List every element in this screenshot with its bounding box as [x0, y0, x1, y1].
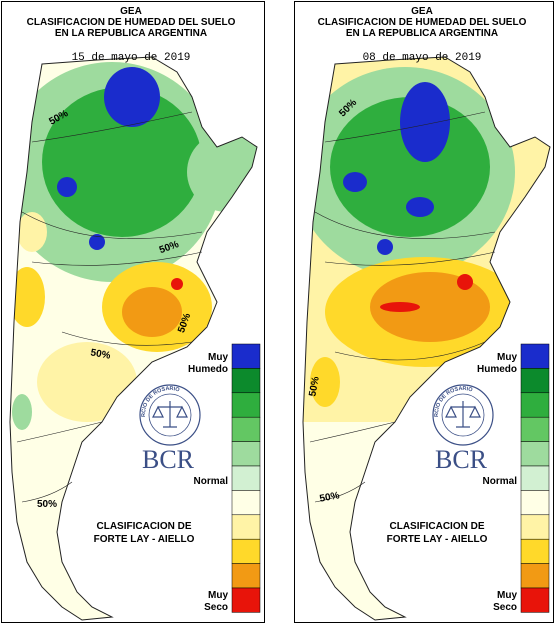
legend-swatch	[520, 416, 550, 442]
legend-swatch	[520, 392, 550, 418]
legend-swatch	[231, 441, 261, 467]
legend-label: Humedo	[188, 364, 228, 375]
credit: CLASIFICACION DE	[390, 521, 485, 532]
legend-swatch	[231, 368, 261, 394]
legend-label: Normal	[194, 476, 229, 487]
legend-swatch	[520, 343, 550, 369]
legend-swatch	[231, 465, 261, 491]
legend-swatch	[231, 514, 261, 540]
date: 15 de mayo de 2019	[72, 52, 191, 64]
legend-swatch	[520, 538, 550, 564]
legend-swatch	[231, 538, 261, 564]
legend-swatch	[231, 587, 261, 613]
legend-label: Normal	[483, 476, 518, 487]
legend-swatch	[520, 441, 550, 467]
contour-label: 50%	[90, 347, 112, 361]
legend-swatch	[520, 514, 550, 540]
title-line: CLASIFICACION DE HUMEDAD DEL SUELO	[27, 17, 236, 28]
title-line: GEA	[120, 6, 142, 17]
legend-swatch	[231, 416, 261, 442]
logo-scale	[152, 401, 188, 428]
logo-text: BCR	[435, 445, 488, 474]
legend-swatch	[231, 392, 261, 418]
legend-label: Muy	[497, 590, 517, 601]
title-line: EN LA REPUBLICA ARGENTINA	[346, 28, 498, 39]
logo-scale	[445, 401, 481, 428]
credit: CLASIFICACION DE	[97, 521, 192, 532]
legend-label: Seco	[204, 602, 228, 613]
legend-swatch	[231, 563, 261, 589]
credit: FORTE LAY - AIELLO	[94, 534, 195, 545]
title-line: GEA	[411, 6, 433, 17]
contour-label: 50%	[37, 499, 57, 510]
legend-swatch	[520, 563, 550, 589]
legend-label: Muy	[208, 352, 228, 363]
legend-label: Muy	[208, 590, 228, 601]
legend-swatch	[520, 465, 550, 491]
legend-swatch	[231, 343, 261, 369]
contour-label: 50%	[307, 376, 321, 398]
logo-text: BCR	[142, 445, 195, 474]
legend-swatch	[231, 490, 261, 516]
logo-ring	[441, 393, 485, 437]
date: 08 de mayo de 2019	[363, 52, 482, 64]
credit: FORTE LAY - AIELLO	[387, 534, 488, 545]
legend-swatch	[520, 490, 550, 516]
contour-label: 50%	[319, 490, 341, 504]
logo-ring	[148, 393, 192, 437]
legend-swatch	[520, 587, 550, 613]
title-line: CLASIFICACION DE HUMEDAD DEL SUELO	[318, 17, 527, 28]
legend-label: Muy	[497, 352, 517, 363]
legend-label: Humedo	[477, 364, 517, 375]
title-line: EN LA REPUBLICA ARGENTINA	[55, 28, 207, 39]
legend-label: Seco	[493, 602, 517, 613]
legend-swatch	[520, 368, 550, 394]
